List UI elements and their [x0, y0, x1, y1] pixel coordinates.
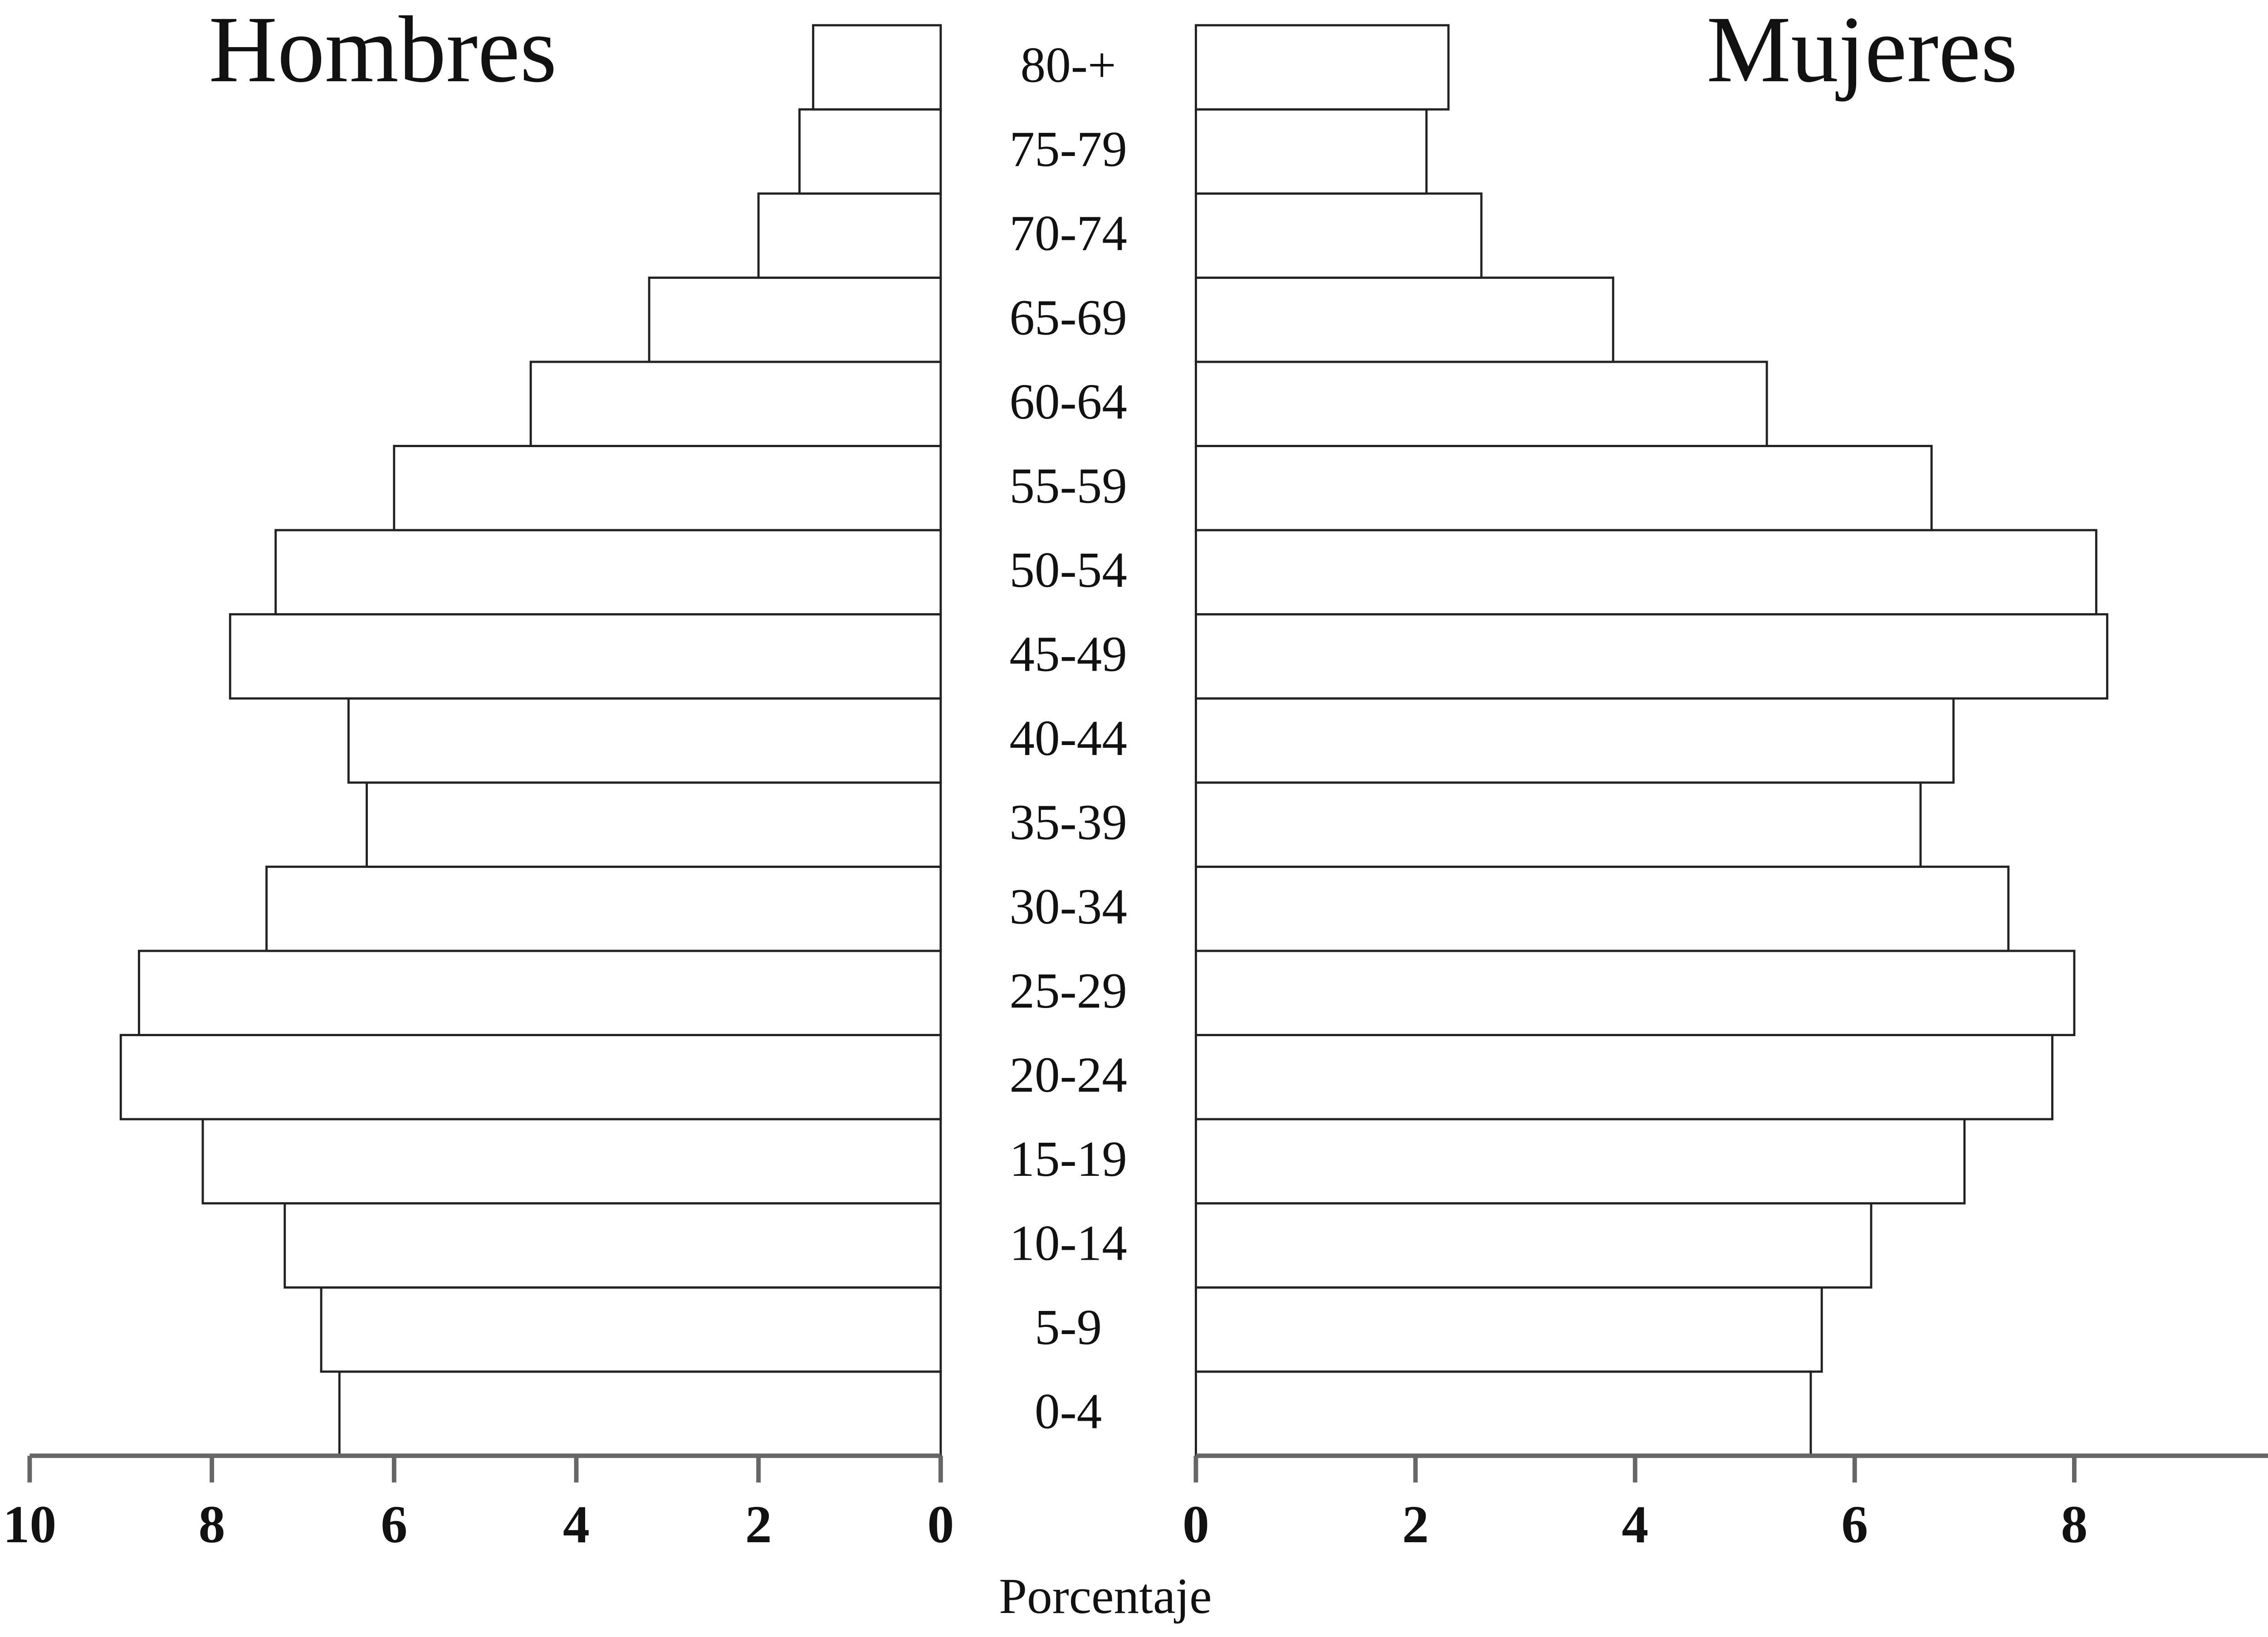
bar	[812, 24, 942, 111]
side-title: Mujeres	[1706, 0, 2018, 102]
bar	[1195, 950, 2076, 1036]
x-tick-label: 8	[2061, 1495, 2087, 1554]
bar	[1195, 697, 1955, 784]
x-tick-label: 4	[563, 1495, 590, 1554]
bar	[1195, 781, 1922, 868]
category-label: 65-69	[1009, 290, 1127, 346]
category-label: 50-54	[1009, 542, 1127, 598]
bar	[648, 276, 942, 363]
bar	[1195, 529, 2097, 616]
category-label: 55-59	[1009, 458, 1127, 514]
bar	[1195, 445, 1933, 531]
bar	[1195, 192, 1483, 279]
bar	[1195, 1370, 1812, 1457]
bar	[265, 865, 942, 952]
x-tick-label: 2	[745, 1495, 772, 1554]
category-label: 70-74	[1009, 206, 1127, 262]
bar	[347, 697, 942, 784]
category-label: 10-14	[1009, 1215, 1127, 1271]
bar	[137, 950, 942, 1036]
bar	[229, 613, 942, 700]
x-tick-label: 0	[1183, 1495, 1209, 1554]
bar	[1195, 276, 1614, 363]
bar	[529, 361, 942, 447]
x-tick-label: 6	[1841, 1495, 1868, 1554]
bar	[1195, 865, 2010, 952]
bar	[1195, 1286, 1823, 1373]
bar	[274, 529, 942, 616]
category-label: 25-29	[1009, 963, 1127, 1019]
category-label: 0-4	[1035, 1384, 1102, 1440]
category-label: 20-24	[1009, 1047, 1127, 1103]
side-title: Hombres	[209, 0, 557, 102]
x-tick-label: 2	[1402, 1495, 1429, 1554]
bar	[320, 1286, 942, 1373]
bar	[119, 1034, 942, 1121]
bar	[1195, 361, 1768, 447]
bar	[1195, 613, 2108, 700]
bar	[1195, 24, 1450, 111]
x-tick-label: 8	[199, 1495, 225, 1554]
category-label: 5-9	[1035, 1300, 1102, 1355]
x-tick-label: 6	[381, 1495, 407, 1554]
bar	[366, 781, 942, 868]
bar	[393, 445, 942, 531]
category-label: 40-44	[1009, 711, 1127, 766]
x-tick-label: 10	[3, 1495, 57, 1554]
category-label: 35-39	[1009, 795, 1127, 851]
bar	[1195, 1202, 1872, 1289]
bar	[338, 1370, 942, 1457]
x-tick-label: 4	[1622, 1495, 1648, 1554]
x-tick-label: 10	[2267, 1495, 2268, 1554]
bar	[1195, 1118, 1966, 1205]
category-label: 60-64	[1009, 374, 1127, 430]
bar	[798, 108, 942, 195]
x-axis-label: Porcentaje	[999, 1569, 1212, 1624]
bar	[1195, 108, 1428, 195]
category-label: 15-19	[1009, 1131, 1127, 1187]
bar	[201, 1118, 942, 1205]
category-label: 75-79	[1009, 122, 1127, 177]
category-label: 30-34	[1009, 879, 1127, 935]
category-label: 45-49	[1009, 626, 1127, 682]
bar	[757, 192, 942, 279]
category-label: 80-+	[1021, 38, 1116, 93]
x-tick-label: 0	[927, 1495, 954, 1554]
bar	[284, 1202, 942, 1289]
bar	[1195, 1034, 2053, 1121]
